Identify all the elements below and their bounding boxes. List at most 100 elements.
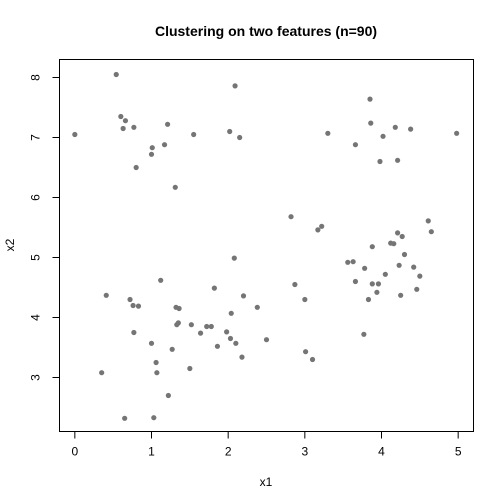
data-point bbox=[130, 302, 136, 309]
data-point bbox=[149, 145, 155, 151]
data-point bbox=[382, 271, 388, 277]
data-point bbox=[369, 244, 375, 250]
data-point bbox=[118, 113, 124, 120]
data-point bbox=[211, 285, 217, 291]
data-point bbox=[233, 340, 239, 346]
data-point bbox=[187, 365, 193, 372]
data-point bbox=[352, 142, 359, 148]
data-point bbox=[237, 134, 243, 141]
data-point bbox=[263, 337, 270, 343]
data-point bbox=[165, 392, 171, 399]
data-point bbox=[395, 157, 401, 163]
data-point bbox=[240, 293, 247, 299]
x-tick-label: 5 bbox=[455, 445, 462, 459]
data-point bbox=[398, 292, 404, 298]
x-tick-label: 2 bbox=[225, 445, 232, 459]
chart-title: Clustering on two features (n=90) bbox=[155, 23, 377, 39]
y-axis: 3 4 5 6 7 8 bbox=[29, 74, 60, 381]
data-point bbox=[122, 415, 128, 421]
data-point bbox=[369, 281, 375, 287]
data-point bbox=[197, 330, 204, 336]
data-point bbox=[188, 322, 194, 328]
data-point bbox=[148, 151, 155, 157]
data-point bbox=[153, 359, 159, 366]
data-point bbox=[113, 71, 119, 78]
data-point bbox=[350, 259, 356, 265]
data-point bbox=[391, 241, 397, 247]
data-point bbox=[191, 131, 197, 138]
data-point bbox=[175, 320, 181, 326]
data-point bbox=[414, 286, 420, 292]
data-point bbox=[288, 214, 294, 220]
data-point bbox=[133, 164, 139, 171]
x-tick-label: 1 bbox=[148, 445, 155, 459]
data-point bbox=[368, 120, 374, 126]
data-point bbox=[151, 415, 157, 421]
data-point bbox=[302, 296, 308, 303]
data-point bbox=[232, 83, 238, 89]
data-point bbox=[148, 340, 155, 346]
x-tick-label: 4 bbox=[378, 445, 385, 459]
y-tick-label: 7 bbox=[29, 134, 43, 141]
data-point bbox=[408, 126, 414, 132]
data-point bbox=[172, 184, 178, 190]
data-point bbox=[204, 323, 210, 330]
data-point bbox=[309, 356, 316, 363]
data-point bbox=[224, 329, 230, 335]
data-point bbox=[428, 229, 434, 235]
y-axis-label: x2 bbox=[3, 238, 17, 251]
data-point bbox=[454, 130, 460, 136]
data-point bbox=[227, 335, 234, 342]
data-point bbox=[72, 131, 78, 138]
data-point bbox=[227, 128, 233, 135]
data-point bbox=[377, 158, 383, 165]
data-point bbox=[239, 354, 245, 360]
y-tick-label: 8 bbox=[29, 74, 43, 81]
data-point bbox=[122, 118, 129, 124]
y-tick-label: 6 bbox=[29, 194, 43, 201]
data-point bbox=[401, 251, 408, 258]
data-point bbox=[228, 310, 234, 316]
data-point bbox=[392, 124, 398, 130]
data-point bbox=[214, 343, 221, 349]
data-point bbox=[303, 349, 309, 355]
data-point bbox=[425, 218, 431, 224]
data-point bbox=[361, 331, 367, 337]
y-tick-label: 5 bbox=[29, 254, 43, 261]
data-point bbox=[365, 296, 372, 303]
data-point bbox=[375, 281, 382, 287]
data-point bbox=[315, 227, 321, 233]
y-tick-label: 3 bbox=[29, 374, 43, 381]
data-point bbox=[154, 370, 160, 376]
data-point bbox=[292, 281, 298, 288]
x-tick-label: 0 bbox=[71, 445, 78, 459]
data-point bbox=[411, 264, 417, 270]
data-point bbox=[319, 223, 325, 229]
data-point bbox=[135, 303, 142, 309]
data-point bbox=[127, 296, 133, 303]
y-tick-label: 4 bbox=[29, 314, 43, 321]
data-point bbox=[254, 304, 260, 310]
data-point bbox=[99, 370, 105, 376]
data-point bbox=[345, 259, 351, 265]
x-axis: 0 1 2 3 4 5 bbox=[71, 431, 462, 459]
data-point bbox=[161, 142, 168, 148]
data-point bbox=[165, 121, 171, 127]
data-point bbox=[380, 133, 386, 139]
data-point bbox=[103, 292, 109, 298]
data-point bbox=[131, 329, 137, 336]
data-point bbox=[395, 230, 401, 236]
data-point bbox=[169, 346, 175, 352]
data-point bbox=[120, 125, 126, 132]
data-point bbox=[362, 265, 368, 271]
data-point bbox=[352, 278, 359, 285]
data-points bbox=[72, 71, 460, 421]
data-point bbox=[208, 323, 214, 330]
data-point bbox=[367, 96, 373, 102]
x-axis-label: x1 bbox=[260, 475, 273, 489]
data-point bbox=[396, 262, 402, 268]
x-tick-label: 3 bbox=[301, 445, 308, 459]
data-point bbox=[131, 124, 137, 130]
data-point bbox=[374, 289, 380, 295]
